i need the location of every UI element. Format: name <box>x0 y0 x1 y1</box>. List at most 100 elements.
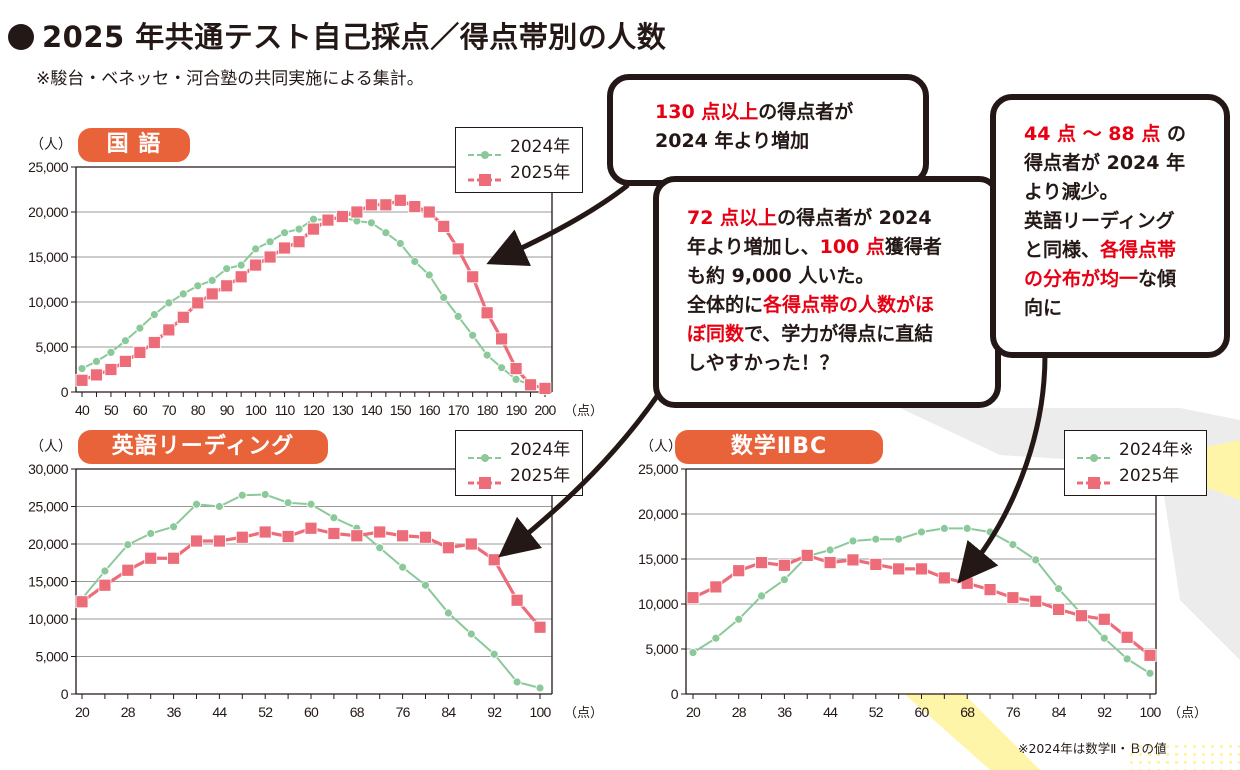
y-tick-label: 0 <box>61 384 69 400</box>
data-point-2024 <box>848 536 858 546</box>
y-tick-label: 30,000 <box>28 461 69 477</box>
callout-text: の <box>1160 123 1186 145</box>
x-tick-label: 60 <box>133 402 148 418</box>
callout-line: 年より増加し、100 点獲得者 <box>687 233 995 262</box>
data-point-2024 <box>894 534 904 544</box>
data-point-2024 <box>398 562 408 572</box>
bg-dot <box>1220 761 1223 764</box>
legend-item-2025: 2025年 <box>1077 463 1194 489</box>
bg-dot <box>1220 753 1223 756</box>
data-point-2025 <box>235 530 249 544</box>
y-tick-label: 15,000 <box>638 551 679 567</box>
data-point-2025 <box>437 219 451 233</box>
callout-text: 2024 年より増加 <box>655 130 810 152</box>
data-point-2025 <box>419 530 432 544</box>
highlight-text: の分布が均一 <box>1024 268 1139 290</box>
bg-dot <box>1148 761 1151 764</box>
square-marker-icon <box>1077 471 1111 489</box>
math-footnote: ※2024年は数学Ⅱ・Ｂの値 <box>1018 741 1167 756</box>
data-point-2024 <box>100 566 110 576</box>
data-point-2024 <box>121 336 130 346</box>
data-point-2024 <box>1122 654 1132 664</box>
bg-dot <box>1175 745 1178 748</box>
data-point-2024 <box>688 648 698 657</box>
data-point-2024 <box>193 281 203 291</box>
highlight-text: ぼ同数 <box>687 323 745 345</box>
data-point-2025 <box>373 525 387 539</box>
callout-text: と同様、 <box>1024 239 1101 261</box>
bg-dot <box>1175 753 1178 756</box>
y-tick-label: 20,000 <box>28 204 69 220</box>
data-point-2025 <box>133 345 147 359</box>
bg-dot <box>1202 761 1205 764</box>
data-point-2025 <box>167 551 181 565</box>
bg-dot <box>1238 761 1240 764</box>
data-point-2024 <box>207 275 217 285</box>
highlight-text: 各得点帯の人数がほ <box>763 294 935 316</box>
callout-line: 英語リーディング <box>1024 207 1224 236</box>
data-point-2025 <box>350 205 364 219</box>
data-point-2025 <box>258 525 272 539</box>
data-point-2024 <box>294 224 304 234</box>
data-point-2024 <box>329 513 339 523</box>
y-tick-label: 10,000 <box>28 294 69 310</box>
bg-dot <box>1148 745 1151 748</box>
legend-item-2025: 2025年 <box>468 160 570 186</box>
highlight-text: 44 点 ～ 88 点 <box>1024 123 1161 145</box>
data-point-2025 <box>1006 591 1020 605</box>
data-point-2025 <box>220 279 234 293</box>
data-point-2025 <box>281 530 295 543</box>
data-point-2024 <box>780 575 789 585</box>
y-tick-label: 25,000 <box>28 499 69 515</box>
bg-dot <box>1175 761 1178 764</box>
data-point-2024 <box>1054 584 1063 594</box>
data-point-2025 <box>121 563 135 577</box>
chart-title-english: 英語リーディング <box>78 430 328 464</box>
data-point-2024 <box>146 529 156 538</box>
x-tick-label: 70 <box>162 402 177 418</box>
x-tick-label: 110 <box>275 402 296 418</box>
data-point-2024 <box>1008 540 1018 549</box>
data-point-2025 <box>304 521 318 535</box>
data-point-2024 <box>149 310 159 320</box>
legend-label: 2025年 <box>510 163 571 183</box>
data-point-2024 <box>222 264 232 274</box>
x-tick-label: 52 <box>869 704 884 720</box>
callout-text: 全体的に <box>687 294 764 316</box>
data-point-2025 <box>364 198 378 212</box>
x-tick-label: 140 <box>361 402 383 418</box>
data-point-2025 <box>778 558 791 572</box>
data-point-2024 <box>962 524 972 533</box>
callout-line: 130 点以上の得点者が <box>655 98 923 127</box>
bg-dot <box>1193 753 1196 756</box>
x-tick-label: 28 <box>732 704 747 720</box>
data-point-2025 <box>75 373 89 387</box>
y-unit-label-japanese: （人） <box>30 137 72 153</box>
data-point-2025 <box>983 583 997 596</box>
callout-text: 得点者が 2024 年 <box>1024 152 1186 174</box>
data-point-2024 <box>482 350 492 360</box>
x-tick-label: 80 <box>191 402 206 418</box>
y-unit-label-english: （人） <box>30 439 72 455</box>
data-point-2025 <box>249 258 263 272</box>
data-point-2025 <box>960 576 974 590</box>
x-tick-label: 60 <box>915 704 930 720</box>
callout-line: しやすかった！？ <box>687 349 995 378</box>
callout-text: より減少。 <box>1024 181 1119 203</box>
data-point-2024 <box>280 228 289 238</box>
data-point-2025 <box>176 310 190 324</box>
x-tick-label: 160 <box>419 402 441 418</box>
bg-dot <box>1193 761 1196 764</box>
data-point-2024 <box>711 633 721 643</box>
callout-line: と同様、各得点帯 <box>1024 236 1224 265</box>
x-tick-label: 40 <box>75 402 90 418</box>
data-point-2024 <box>535 683 545 693</box>
page-title: 2025 年共通テスト自己採点／得点帯別の人数 <box>8 14 666 56</box>
callout-english: 72 点以上の得点者が 2024 年より増加し、100 点獲得者 も約 9,000 … <box>653 176 1001 408</box>
data-point-2025 <box>1029 594 1043 608</box>
callout-line: 向に <box>1024 294 1224 323</box>
data-point-2024 <box>265 237 275 247</box>
callout-line: 全体的に各得点帯の人数がほ <box>687 291 995 320</box>
bullet-icon <box>8 24 34 50</box>
